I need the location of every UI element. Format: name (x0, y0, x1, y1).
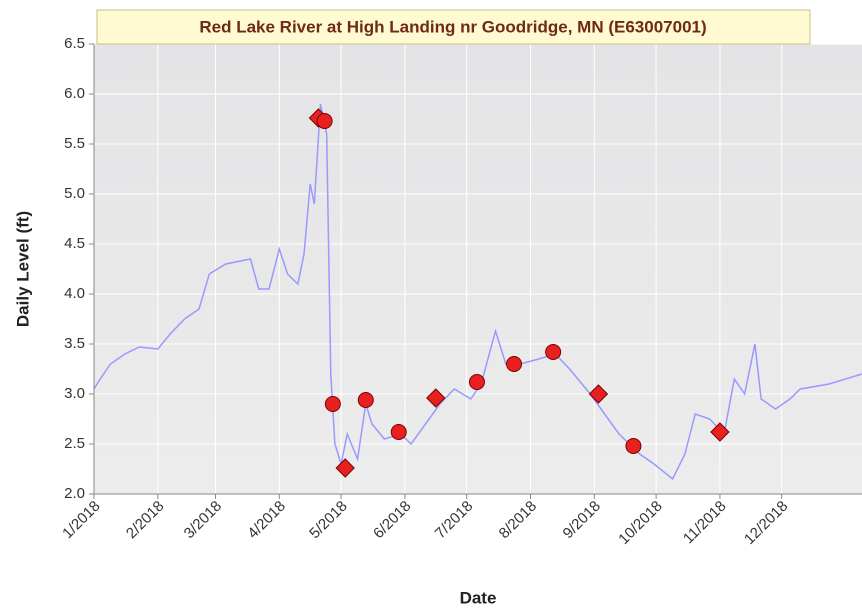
circle-marker (545, 344, 562, 360)
x-tick-label: 2/2018 (123, 498, 167, 542)
y-tick-label: 4.0 (64, 285, 85, 302)
x-tick-label: 11/2018 (680, 498, 730, 548)
x-axis-label: Date (460, 588, 497, 607)
x-tick-label: 4/2018 (244, 498, 288, 542)
x-tick-label: 6/2018 (370, 498, 414, 542)
circle-marker (468, 374, 485, 390)
y-tick-label: 5.0 (64, 185, 85, 202)
y-tick-label: 2.5 (64, 435, 85, 452)
y-tick-label: 6.5 (64, 35, 85, 52)
x-tick-label: 8/2018 (496, 498, 540, 542)
diamond-marker (335, 458, 355, 478)
y-tick-label: 6.0 (64, 85, 85, 102)
y-axis-label: Daily Level (ft) (13, 211, 32, 327)
chart-title: Red Lake River at High Landing nr Goodri… (199, 17, 706, 36)
y-tick-label: 2.0 (64, 485, 85, 502)
circle-marker (625, 438, 642, 454)
circle-marker (390, 424, 407, 440)
y-tick-label: 3.5 (64, 335, 85, 352)
y-tick-label: 4.5 (64, 235, 85, 252)
level-line (93, 103, 862, 481)
x-tick-label: 7/2018 (432, 498, 476, 542)
x-tick-label: 1/2018 (59, 498, 103, 542)
x-tick-label: 9/2018 (559, 498, 603, 542)
diamond-marker (588, 384, 609, 404)
title-box (96, 9, 811, 45)
diamond-marker (710, 422, 730, 442)
diamond-marker (426, 388, 446, 408)
x-tick-label: 12/2018 (741, 498, 791, 548)
y-tick-label: 5.5 (64, 135, 85, 152)
circle-marker (506, 356, 523, 372)
x-tick-label: 10/2018 (615, 498, 665, 548)
circle-marker (324, 396, 341, 412)
plot-area (94, 44, 862, 494)
circle-marker (316, 113, 333, 129)
y-tick-label: 3.0 (64, 385, 85, 402)
x-tick-label: 5/2018 (306, 498, 350, 542)
circle-marker (357, 392, 374, 408)
x-tick-label: 3/2018 (181, 498, 225, 542)
